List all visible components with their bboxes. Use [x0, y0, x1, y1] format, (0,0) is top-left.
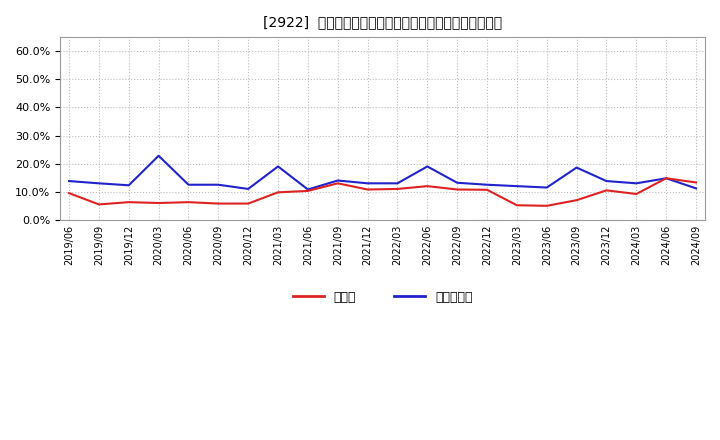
Title: [2922]  現預金、有利子負債の総資産に対する比率の推移: [2922] 現預金、有利子負債の総資産に対する比率の推移	[263, 15, 502, 29]
Legend: 現預金, 有利子負債: 現預金, 有利子負債	[287, 286, 477, 309]
